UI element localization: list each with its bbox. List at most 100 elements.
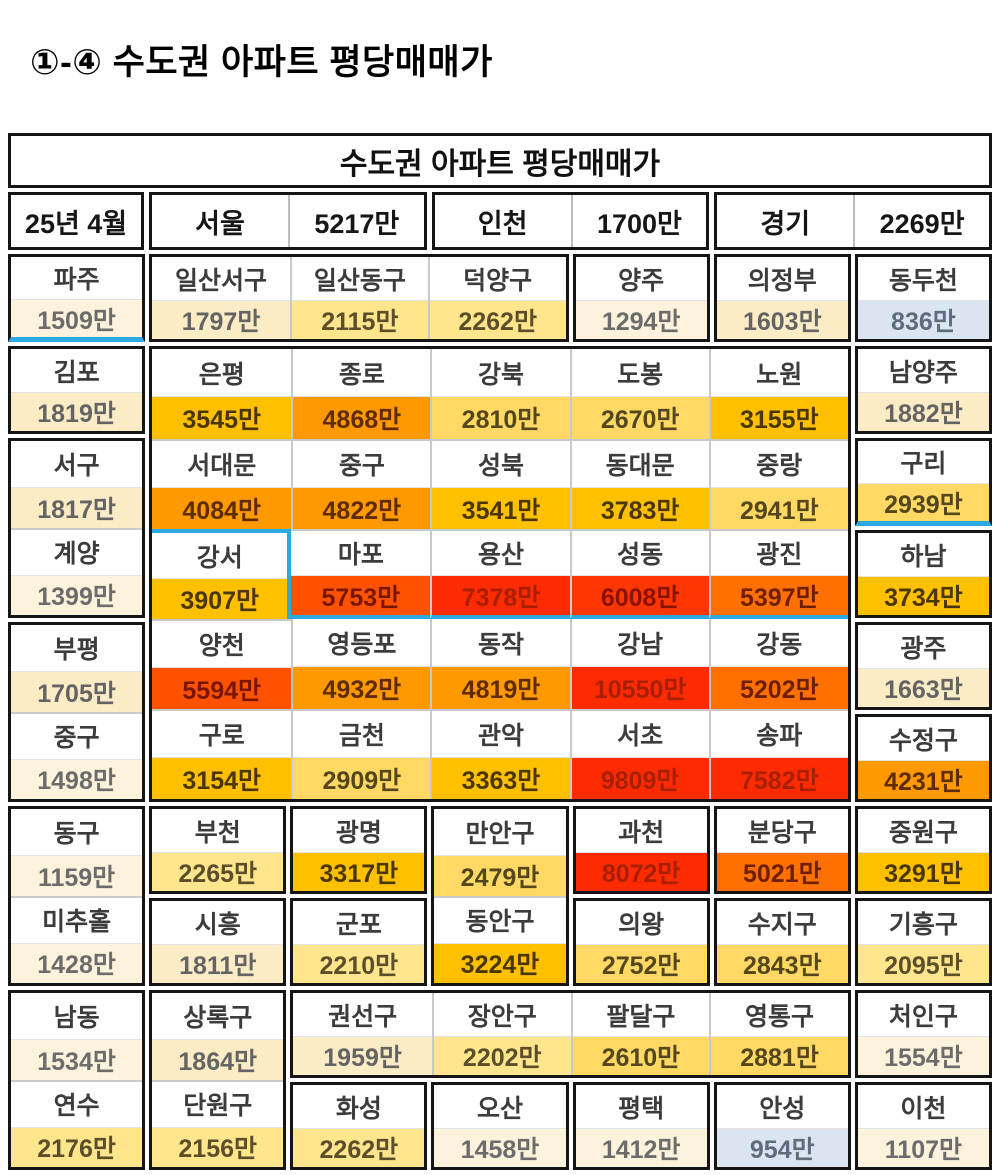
- district-value: 4819만: [432, 666, 570, 709]
- district-value: 1428만: [11, 942, 143, 983]
- district-cell: 동두천 836만: [857, 257, 989, 339]
- district-name: 수지구: [716, 901, 848, 945]
- district-name: 기흥구: [857, 901, 989, 945]
- district-name: 용산: [432, 531, 570, 576]
- district-cell: 영등포 4932만: [291, 619, 431, 709]
- city-group: 의왕 2752만: [572, 898, 710, 986]
- district-cell: 일산서구 1797만: [152, 257, 290, 339]
- district-name: 동구: [11, 809, 143, 855]
- district-value: 3317만: [293, 852, 425, 891]
- district-value: 4932만: [293, 666, 431, 709]
- district-name: 영등포: [293, 619, 431, 667]
- district-name: 오산: [434, 1085, 566, 1129]
- district-name: 장안구: [433, 993, 571, 1037]
- district-cell: 강남 10550만: [569, 619, 709, 709]
- district-name: 팔달구: [572, 993, 710, 1037]
- city-group: 동두천 836만: [854, 254, 992, 342]
- city-group: 중원구 3291만: [854, 806, 992, 894]
- city-group: 남동 1534만 연수 2176만: [8, 990, 146, 1170]
- region-name: 경기: [760, 208, 811, 239]
- district-value: 2881만: [711, 1036, 848, 1075]
- district-name: 강서: [152, 533, 288, 579]
- district-cell: 종로 4868만: [291, 349, 431, 439]
- district-name: 은평: [152, 349, 292, 397]
- district-cell: 연수 2176만: [11, 1080, 143, 1167]
- city-group: 수정구 4231만: [854, 714, 992, 802]
- district-cell: 남동 1534만: [11, 993, 143, 1080]
- district-name: 도봉: [571, 349, 709, 397]
- city-group: 만안구 2479만 동안구 3224만: [431, 806, 569, 986]
- district-cell: 과천 8072만: [575, 809, 707, 891]
- district-cell: 광명 3317만: [293, 809, 425, 891]
- district-value: 1959만: [293, 1036, 432, 1075]
- district-value: 2262만: [293, 1128, 425, 1167]
- district-cell: 파주 1509만: [11, 257, 143, 337]
- district-cell: 권선구 1959만: [293, 993, 432, 1075]
- district-cell: 부천 2265만: [152, 809, 284, 891]
- district-cell: 팔달구 2610만: [570, 993, 710, 1075]
- city-group: 파주 1509만: [8, 254, 146, 342]
- district-value: 1819만: [11, 392, 143, 431]
- district-name: 연수: [11, 1082, 143, 1127]
- district-value: 1882만: [857, 392, 989, 431]
- district-value: 5594만: [152, 667, 292, 709]
- district-name: 관악: [432, 711, 570, 758]
- district-name: 군포: [293, 901, 425, 945]
- district-value: 3907만: [152, 578, 288, 619]
- district-value: 1458만: [434, 1128, 566, 1167]
- city-group: 시흥 1811만: [149, 898, 287, 986]
- district-name: 일산동구: [291, 257, 428, 301]
- district-name: 서구: [11, 441, 143, 487]
- district-cell: 마포 5753만: [291, 529, 431, 619]
- district-value: 1534만: [11, 1038, 143, 1080]
- district-name: 남양주: [857, 349, 989, 393]
- city-group: 서구 1817만 계양 1399만: [8, 438, 146, 618]
- district-name: 동대문: [571, 441, 709, 488]
- district-name: 양천: [152, 621, 292, 668]
- district-name: 처인구: [857, 993, 989, 1037]
- district-cell: 수지구 2843만: [716, 901, 848, 983]
- district-name: 성북: [432, 441, 570, 488]
- district-cell: 동구 1159만: [11, 809, 143, 896]
- header-date: 25년 4월: [24, 208, 128, 239]
- district-cell: 의왕 2752만: [575, 901, 707, 983]
- district-name: 분당구: [716, 809, 848, 853]
- district-cell: 구리 2939만: [857, 441, 989, 521]
- district-value: 2202만: [433, 1036, 571, 1075]
- district-value: 5397만: [710, 575, 848, 615]
- district-cell: 중원구 3291만: [857, 809, 989, 891]
- district-name: 중원구: [857, 809, 989, 853]
- district-value: 3363만: [432, 757, 570, 799]
- city-group: 일산서구 1797만 일산동구 2115만 덕양구 2262만: [149, 254, 569, 342]
- district-name: 상록구: [152, 993, 284, 1039]
- district-name: 마포: [291, 531, 431, 576]
- district-value: 1554만: [857, 1036, 989, 1075]
- district-cell: 동작 4819만: [430, 619, 570, 709]
- district-cell: 강동 5202만: [708, 619, 848, 709]
- district-value: 4822만: [293, 487, 431, 529]
- district-value: 836만: [857, 300, 989, 339]
- district-name: 단원구: [152, 1082, 284, 1127]
- district-cell: 성북 3541만: [430, 439, 570, 529]
- city-group: 과천 8072만: [572, 806, 710, 894]
- district-cell: 노원 3155만: [708, 349, 848, 439]
- district-name: 양주: [575, 257, 707, 301]
- district-value: 4868만: [293, 396, 431, 439]
- district-cell: 서구 1817만: [11, 441, 143, 528]
- district-value: 2479만: [434, 854, 566, 896]
- district-cell: 기흥구 2095만: [857, 901, 989, 983]
- district-value: 5202만: [710, 666, 848, 709]
- district-value: 2115만: [291, 300, 428, 339]
- district-name: 성동: [571, 531, 709, 576]
- district-value: 3541만: [432, 487, 570, 529]
- district-value: 1797만: [152, 300, 290, 339]
- district-value: 3154만: [152, 757, 292, 799]
- district-name: 송파: [710, 711, 848, 758]
- district-name: 구리: [857, 441, 989, 484]
- district-cell: 중랑 2941만: [708, 439, 848, 529]
- district-cell: 중구 1498만: [11, 712, 143, 799]
- district-cell: 군포 2210만: [293, 901, 425, 983]
- district-value: 2262만: [429, 300, 566, 339]
- district-cell: 동대문 3783만: [569, 439, 709, 529]
- district-cell: 장안구 2202만: [431, 993, 571, 1075]
